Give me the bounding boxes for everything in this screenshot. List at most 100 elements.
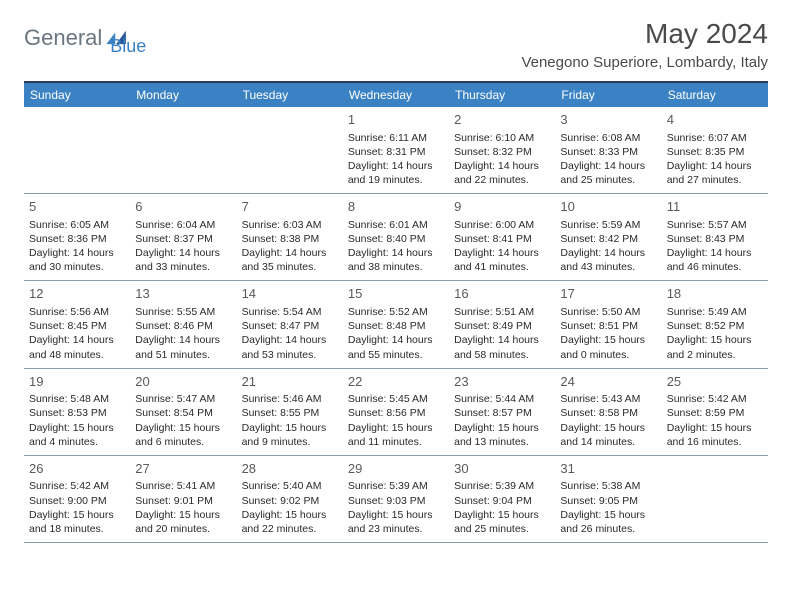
sunrise-line: Sunrise: 5:39 AM (454, 479, 550, 493)
sunrise-line: Sunrise: 6:03 AM (242, 218, 338, 232)
day-number: 23 (454, 373, 550, 391)
daylight-line: Daylight: 14 hours and 25 minutes. (560, 159, 656, 187)
day-number: 6 (135, 198, 231, 216)
sunset-line: Sunset: 8:57 PM (454, 406, 550, 420)
day-number: 26 (29, 460, 125, 478)
day-cell: 3Sunrise: 6:08 AMSunset: 8:33 PMDaylight… (555, 107, 661, 193)
sunrise-line: Sunrise: 5:50 AM (560, 305, 656, 319)
day-number: 4 (667, 111, 763, 129)
day-cell (662, 456, 768, 542)
daylight-line: Daylight: 14 hours and 55 minutes. (348, 333, 444, 361)
day-cell: 16Sunrise: 5:51 AMSunset: 8:49 PMDayligh… (449, 281, 555, 367)
day-cell: 23Sunrise: 5:44 AMSunset: 8:57 PMDayligh… (449, 369, 555, 455)
day-cell: 26Sunrise: 5:42 AMSunset: 9:00 PMDayligh… (24, 456, 130, 542)
daylight-line: Daylight: 15 hours and 6 minutes. (135, 421, 231, 449)
day-number: 5 (29, 198, 125, 216)
sunrise-line: Sunrise: 6:01 AM (348, 218, 444, 232)
sunset-line: Sunset: 8:38 PM (242, 232, 338, 246)
day-number: 28 (242, 460, 338, 478)
sunset-line: Sunset: 8:45 PM (29, 319, 125, 333)
weekday-header-cell: Sunday (24, 83, 130, 107)
sunset-line: Sunset: 9:02 PM (242, 494, 338, 508)
day-number: 14 (242, 285, 338, 303)
weekday-header-cell: Tuesday (237, 83, 343, 107)
day-cell: 25Sunrise: 5:42 AMSunset: 8:59 PMDayligh… (662, 369, 768, 455)
header: General Blue May 2024 Venegono Superiore… (0, 0, 792, 75)
weekday-header-cell: Wednesday (343, 83, 449, 107)
sunrise-line: Sunrise: 5:47 AM (135, 392, 231, 406)
week-row: 12Sunrise: 5:56 AMSunset: 8:45 PMDayligh… (24, 281, 768, 368)
daylight-line: Daylight: 15 hours and 14 minutes. (560, 421, 656, 449)
sunset-line: Sunset: 8:53 PM (29, 406, 125, 420)
daylight-line: Daylight: 15 hours and 20 minutes. (135, 508, 231, 536)
sunset-line: Sunset: 9:01 PM (135, 494, 231, 508)
day-cell: 10Sunrise: 5:59 AMSunset: 8:42 PMDayligh… (555, 194, 661, 280)
day-cell: 27Sunrise: 5:41 AMSunset: 9:01 PMDayligh… (130, 456, 236, 542)
sunset-line: Sunset: 8:55 PM (242, 406, 338, 420)
day-number: 9 (454, 198, 550, 216)
sunset-line: Sunset: 9:00 PM (29, 494, 125, 508)
daylight-line: Daylight: 15 hours and 0 minutes. (560, 333, 656, 361)
sunrise-line: Sunrise: 5:45 AM (348, 392, 444, 406)
location-subtitle: Venegono Superiore, Lombardy, Italy (521, 54, 768, 71)
daylight-line: Daylight: 14 hours and 30 minutes. (29, 246, 125, 274)
day-number: 21 (242, 373, 338, 391)
daylight-line: Daylight: 15 hours and 9 minutes. (242, 421, 338, 449)
daylight-line: Daylight: 14 hours and 22 minutes. (454, 159, 550, 187)
day-cell: 5Sunrise: 6:05 AMSunset: 8:36 PMDaylight… (24, 194, 130, 280)
sunset-line: Sunset: 8:37 PM (135, 232, 231, 246)
sunrise-line: Sunrise: 6:00 AM (454, 218, 550, 232)
sunset-line: Sunset: 8:42 PM (560, 232, 656, 246)
day-number: 30 (454, 460, 550, 478)
day-cell: 21Sunrise: 5:46 AMSunset: 8:55 PMDayligh… (237, 369, 343, 455)
sunset-line: Sunset: 9:05 PM (560, 494, 656, 508)
day-cell (24, 107, 130, 193)
sunrise-line: Sunrise: 5:54 AM (242, 305, 338, 319)
logo: General Blue (24, 18, 146, 57)
sunset-line: Sunset: 8:58 PM (560, 406, 656, 420)
sunrise-line: Sunrise: 6:08 AM (560, 131, 656, 145)
day-cell: 13Sunrise: 5:55 AMSunset: 8:46 PMDayligh… (130, 281, 236, 367)
day-cell: 4Sunrise: 6:07 AMSunset: 8:35 PMDaylight… (662, 107, 768, 193)
day-cell: 24Sunrise: 5:43 AMSunset: 8:58 PMDayligh… (555, 369, 661, 455)
day-number: 22 (348, 373, 444, 391)
sunrise-line: Sunrise: 5:38 AM (560, 479, 656, 493)
week-row: 19Sunrise: 5:48 AMSunset: 8:53 PMDayligh… (24, 369, 768, 456)
daylight-line: Daylight: 15 hours and 18 minutes. (29, 508, 125, 536)
sunrise-line: Sunrise: 5:41 AM (135, 479, 231, 493)
day-number: 11 (667, 198, 763, 216)
day-number: 29 (348, 460, 444, 478)
sunrise-line: Sunrise: 6:11 AM (348, 131, 444, 145)
sunrise-line: Sunrise: 5:42 AM (667, 392, 763, 406)
week-row: 1Sunrise: 6:11 AMSunset: 8:31 PMDaylight… (24, 107, 768, 194)
sunset-line: Sunset: 8:31 PM (348, 145, 444, 159)
daylight-line: Daylight: 15 hours and 25 minutes. (454, 508, 550, 536)
day-number: 24 (560, 373, 656, 391)
daylight-line: Daylight: 15 hours and 23 minutes. (348, 508, 444, 536)
day-cell: 8Sunrise: 6:01 AMSunset: 8:40 PMDaylight… (343, 194, 449, 280)
daylight-line: Daylight: 14 hours and 38 minutes. (348, 246, 444, 274)
daylight-line: Daylight: 14 hours and 51 minutes. (135, 333, 231, 361)
day-number: 18 (667, 285, 763, 303)
logo-text-general: General (24, 25, 102, 51)
day-cell: 11Sunrise: 5:57 AMSunset: 8:43 PMDayligh… (662, 194, 768, 280)
sunrise-line: Sunrise: 5:55 AM (135, 305, 231, 319)
day-number: 27 (135, 460, 231, 478)
sunset-line: Sunset: 8:56 PM (348, 406, 444, 420)
daylight-line: Daylight: 15 hours and 13 minutes. (454, 421, 550, 449)
day-cell: 20Sunrise: 5:47 AMSunset: 8:54 PMDayligh… (130, 369, 236, 455)
day-cell: 2Sunrise: 6:10 AMSunset: 8:32 PMDaylight… (449, 107, 555, 193)
logo-text-blue: Blue (110, 36, 146, 57)
sunset-line: Sunset: 8:41 PM (454, 232, 550, 246)
day-number: 7 (242, 198, 338, 216)
sunset-line: Sunset: 8:32 PM (454, 145, 550, 159)
day-number: 10 (560, 198, 656, 216)
sunrise-line: Sunrise: 5:46 AM (242, 392, 338, 406)
daylight-line: Daylight: 14 hours and 33 minutes. (135, 246, 231, 274)
title-block: May 2024 Venegono Superiore, Lombardy, I… (521, 18, 768, 71)
weeks-container: 1Sunrise: 6:11 AMSunset: 8:31 PMDaylight… (24, 107, 768, 543)
day-number: 25 (667, 373, 763, 391)
sunrise-line: Sunrise: 5:56 AM (29, 305, 125, 319)
daylight-line: Daylight: 14 hours and 27 minutes. (667, 159, 763, 187)
sunrise-line: Sunrise: 6:05 AM (29, 218, 125, 232)
